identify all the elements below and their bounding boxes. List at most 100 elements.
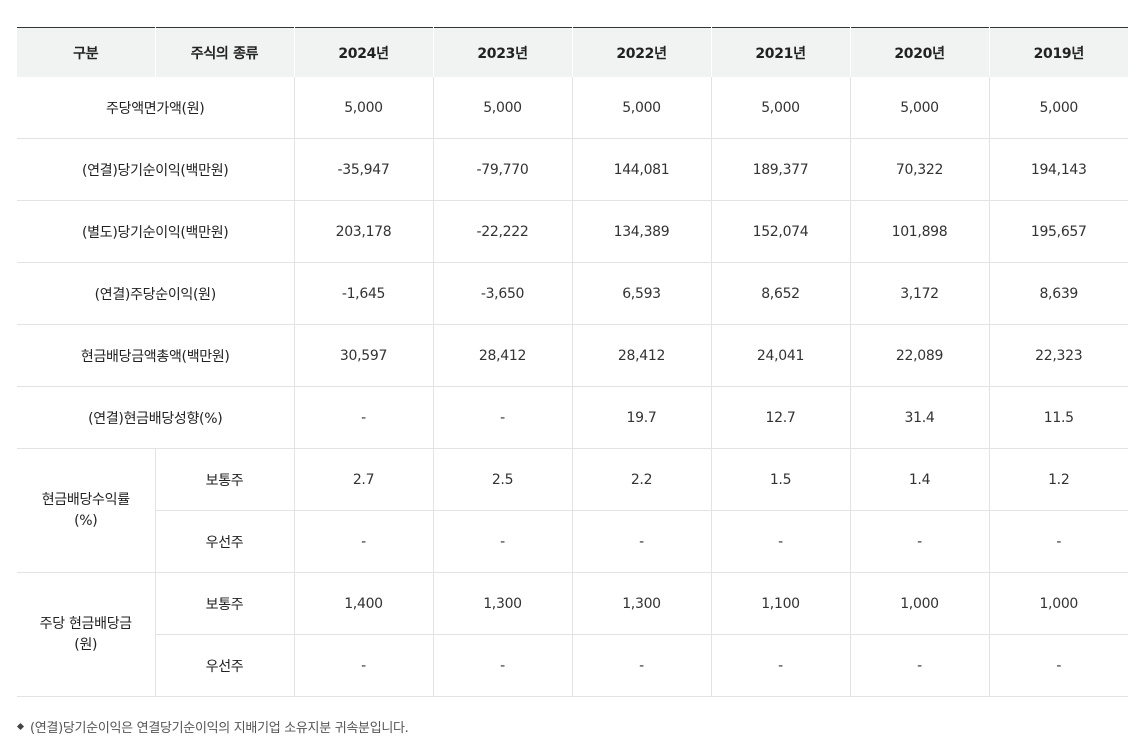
table-cell: 2.7 — [293, 448, 433, 511]
table-row: 우선주 - - - - - - — [17, 634, 1128, 697]
table-cell: - — [293, 634, 433, 697]
table-cell: 2.5 — [432, 448, 572, 511]
group-label-dividend-yield: 현금배당수익률 (%) — [17, 448, 155, 573]
stock-type-label: 우선주 — [154, 634, 294, 697]
table-cell: 31.4 — [849, 386, 989, 449]
table-cell: - — [432, 634, 572, 697]
dividend-table: 구분 주식의 종류 2024년 2023년 2022년 2021년 2020년 … — [17, 27, 1128, 697]
table-cell: 22,089 — [849, 324, 989, 387]
table-cell: 101,898 — [849, 200, 989, 263]
header-stock-type: 주식의 종류 — [154, 27, 294, 77]
table-row: (별도)당기순이익(백만원) 203,178 -22,222 134,389 1… — [17, 200, 1128, 263]
header-year-2021: 2021년 — [710, 27, 850, 77]
header-year-2023: 2023년 — [432, 27, 572, 77]
table-row: (연결)당기순이익(백만원) -35,947 -79,770 144,081 1… — [17, 138, 1128, 201]
table-cell: 194,143 — [988, 138, 1128, 201]
table-cell: 144,081 — [571, 138, 711, 201]
table-cell: - — [432, 386, 572, 449]
header-year-2022: 2022년 — [571, 27, 711, 77]
table-cell: 24,041 — [710, 324, 850, 387]
row-label: 주당액면가액(원) — [17, 77, 294, 139]
table-cell: 12.7 — [710, 386, 850, 449]
stock-type-label: 우선주 — [154, 510, 294, 573]
header-row: 구분 주식의 종류 2024년 2023년 2022년 2021년 2020년 … — [17, 27, 1128, 77]
table-cell: 30,597 — [293, 324, 433, 387]
table-cell: - — [988, 634, 1128, 697]
table-cell: 189,377 — [710, 138, 850, 201]
table-cell: -3,650 — [432, 262, 572, 325]
group-label-unit: (원) — [74, 636, 98, 653]
footnote-text: (연결)당기순이익은 연결당기순이익의 지배기업 소유지분 귀속분입니다. — [30, 721, 409, 736]
table-cell: 1,100 — [710, 572, 850, 635]
table-header: 구분 주식의 종류 2024년 2023년 2022년 2021년 2020년 … — [17, 27, 1128, 77]
table-cell: 1.4 — [849, 448, 989, 511]
table-cell: 5,000 — [293, 77, 433, 139]
group-label-unit: (%) — [74, 512, 98, 529]
table-cell: 1,300 — [432, 572, 572, 635]
table-cell: - — [849, 510, 989, 573]
header-category: 구분 — [17, 27, 155, 77]
stock-type-label: 보통주 — [154, 572, 294, 635]
table-cell: 5,000 — [988, 77, 1128, 139]
table-cell: - — [988, 510, 1128, 573]
table-cell: 28,412 — [432, 324, 572, 387]
table-cell: 8,652 — [710, 262, 850, 325]
table-cell: 152,074 — [710, 200, 850, 263]
table-cell: 5,000 — [849, 77, 989, 139]
table-cell: -35,947 — [293, 138, 433, 201]
diamond-bullet-icon — [16, 722, 25, 731]
table-row: 우선주 - - - - - - — [17, 510, 1128, 573]
stock-type-label: 보통주 — [154, 448, 294, 511]
table-cell: -79,770 — [432, 138, 572, 201]
group-label-dividend-per-share: 주당 현금배당금 (원) — [17, 572, 155, 697]
table-cell: 1,400 — [293, 572, 433, 635]
table-row: (연결)주당순이익(원) -1,645 -3,650 6,593 8,652 3… — [17, 262, 1128, 325]
table-cell: - — [293, 386, 433, 449]
table-cell: 1,300 — [571, 572, 711, 635]
table-cell: 195,657 — [988, 200, 1128, 263]
header-year-2020: 2020년 — [849, 27, 989, 77]
table-cell: -22,222 — [432, 200, 572, 263]
footnote: (연결)당기순이익은 연결당기순이익의 지배기업 소유지분 귀속분입니다. — [16, 717, 409, 736]
row-label: (연결)당기순이익(백만원) — [17, 138, 294, 201]
row-label: (별도)당기순이익(백만원) — [17, 200, 294, 263]
table-cell: - — [432, 510, 572, 573]
table-cell: 11.5 — [988, 386, 1128, 449]
table-cell: 1,000 — [988, 572, 1128, 635]
table-cell: 1,000 — [849, 572, 989, 635]
table-row: 현금배당수익률 (%) 보통주 2.7 2.5 2.2 1.5 1.4 1.2 — [17, 448, 1128, 573]
header-year-2019: 2019년 — [988, 27, 1128, 77]
table-cell: 5,000 — [571, 77, 711, 139]
table-row: (연결)현금배당성향(%) - - 19.7 12.7 31.4 11.5 — [17, 386, 1128, 449]
table-cell: - — [849, 634, 989, 697]
table-cell: 134,389 — [571, 200, 711, 263]
table-cell: -1,645 — [293, 262, 433, 325]
group-label-line: 주당 현금배당금 — [39, 615, 133, 632]
table-cell: 3,172 — [849, 262, 989, 325]
table-cell: 203,178 — [293, 200, 433, 263]
row-label: (연결)주당순이익(원) — [17, 262, 294, 325]
header-year-2024: 2024년 — [293, 27, 433, 77]
group-label-line: 현금배당수익률 — [41, 491, 130, 508]
table-cell: - — [710, 634, 850, 697]
table-cell: - — [710, 510, 850, 573]
table-cell: 1.5 — [710, 448, 850, 511]
row-label: (연결)현금배당성향(%) — [17, 386, 294, 449]
table-cell: - — [571, 510, 711, 573]
table-row: 주당액면가액(원) 5,000 5,000 5,000 5,000 5,000 … — [17, 77, 1128, 139]
table-cell: 2.2 — [571, 448, 711, 511]
table-cell: - — [571, 634, 711, 697]
table-cell: 22,323 — [988, 324, 1128, 387]
table-cell: 28,412 — [571, 324, 711, 387]
table-cell: 5,000 — [432, 77, 572, 139]
table-row: 현금배당금액총액(백만원) 30,597 28,412 28,412 24,04… — [17, 324, 1128, 387]
table-cell: 19.7 — [571, 386, 711, 449]
table-body: 주당액면가액(원) 5,000 5,000 5,000 5,000 5,000 … — [17, 77, 1128, 697]
dividend-table-container: 구분 주식의 종류 2024년 2023년 2022년 2021년 2020년 … — [17, 27, 1128, 697]
table-cell: 8,639 — [988, 262, 1128, 325]
table-cell: 70,322 — [849, 138, 989, 201]
row-label: 현금배당금액총액(백만원) — [17, 324, 294, 387]
table-cell: 6,593 — [571, 262, 711, 325]
table-cell: 1.2 — [988, 448, 1128, 511]
table-cell: 5,000 — [710, 77, 850, 139]
